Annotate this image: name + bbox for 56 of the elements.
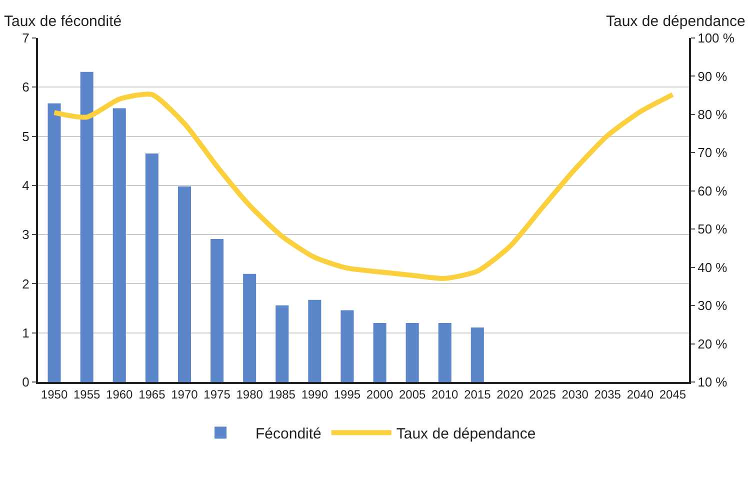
y2-tick-label: 20 % xyxy=(698,336,728,352)
y-tick-label: 7 xyxy=(22,30,30,46)
x-tick-label: 2005 xyxy=(398,387,426,402)
bar xyxy=(406,323,419,382)
y-axis-title: Taux de fécondité xyxy=(4,13,122,30)
x-tick-label: 1980 xyxy=(236,387,264,402)
y2-tick-label: 30 % xyxy=(698,298,728,314)
bar xyxy=(145,153,158,382)
x-tick-label: 2045 xyxy=(659,387,686,402)
x-tick-label: 1960 xyxy=(106,387,134,402)
y-tick-label: 2 xyxy=(22,276,30,292)
y-tick-label: 6 xyxy=(22,80,30,95)
y-tick-label: 0 xyxy=(22,374,30,390)
bar xyxy=(210,238,224,382)
x-tick-label: 2015 xyxy=(464,387,492,402)
y2-axis-title: Taux de dépendance xyxy=(606,13,746,30)
legend-label: Fécondité xyxy=(256,426,322,442)
legend-label: Taux de dépendance xyxy=(396,426,536,442)
y2-tick-label: 60 % xyxy=(698,183,728,198)
bar xyxy=(340,310,354,382)
y2-tick-label: 100 % xyxy=(698,30,735,46)
y2-tick-label: 50 % xyxy=(698,222,728,237)
x-tick-label: 1955 xyxy=(73,387,100,402)
bar xyxy=(48,103,61,382)
bar xyxy=(438,323,452,382)
x-tick-label: 2030 xyxy=(562,387,589,402)
y-tick-label: 5 xyxy=(22,128,30,144)
y2-tick-label: 40 % xyxy=(698,260,728,275)
bar xyxy=(178,186,191,382)
x-tick-label: 2000 xyxy=(366,387,394,402)
bar xyxy=(308,300,322,382)
x-tick-label: 2035 xyxy=(594,387,622,402)
bar xyxy=(276,305,289,382)
bar xyxy=(373,323,386,382)
x-tick-label: 1995 xyxy=(334,387,361,402)
x-tick-label: 2025 xyxy=(529,387,556,402)
x-tick-label: 1985 xyxy=(268,387,296,402)
y-tick-label: 4 xyxy=(22,178,30,193)
x-tick-label: 1975 xyxy=(204,387,231,402)
y-tick-label: 3 xyxy=(22,227,30,242)
bar xyxy=(112,108,126,382)
y2-tick-label: 10 % xyxy=(698,374,728,390)
x-tick-label: 1965 xyxy=(138,387,166,402)
x-tick-label: 2010 xyxy=(432,387,459,402)
x-tick-label: 1990 xyxy=(301,387,328,402)
bar xyxy=(243,274,256,382)
x-tick-label: 2040 xyxy=(626,387,654,402)
x-tick-label: 1970 xyxy=(171,387,198,402)
bar xyxy=(80,72,94,382)
bar xyxy=(470,327,484,382)
x-tick-label: 2020 xyxy=(496,387,524,402)
y2-tick-label: 80 % xyxy=(698,106,728,122)
y2-tick-label: 70 % xyxy=(698,145,728,160)
y-tick-label: 1 xyxy=(22,325,30,340)
y2-tick-label: 90 % xyxy=(698,68,728,84)
x-tick-label: 1950 xyxy=(40,387,68,402)
